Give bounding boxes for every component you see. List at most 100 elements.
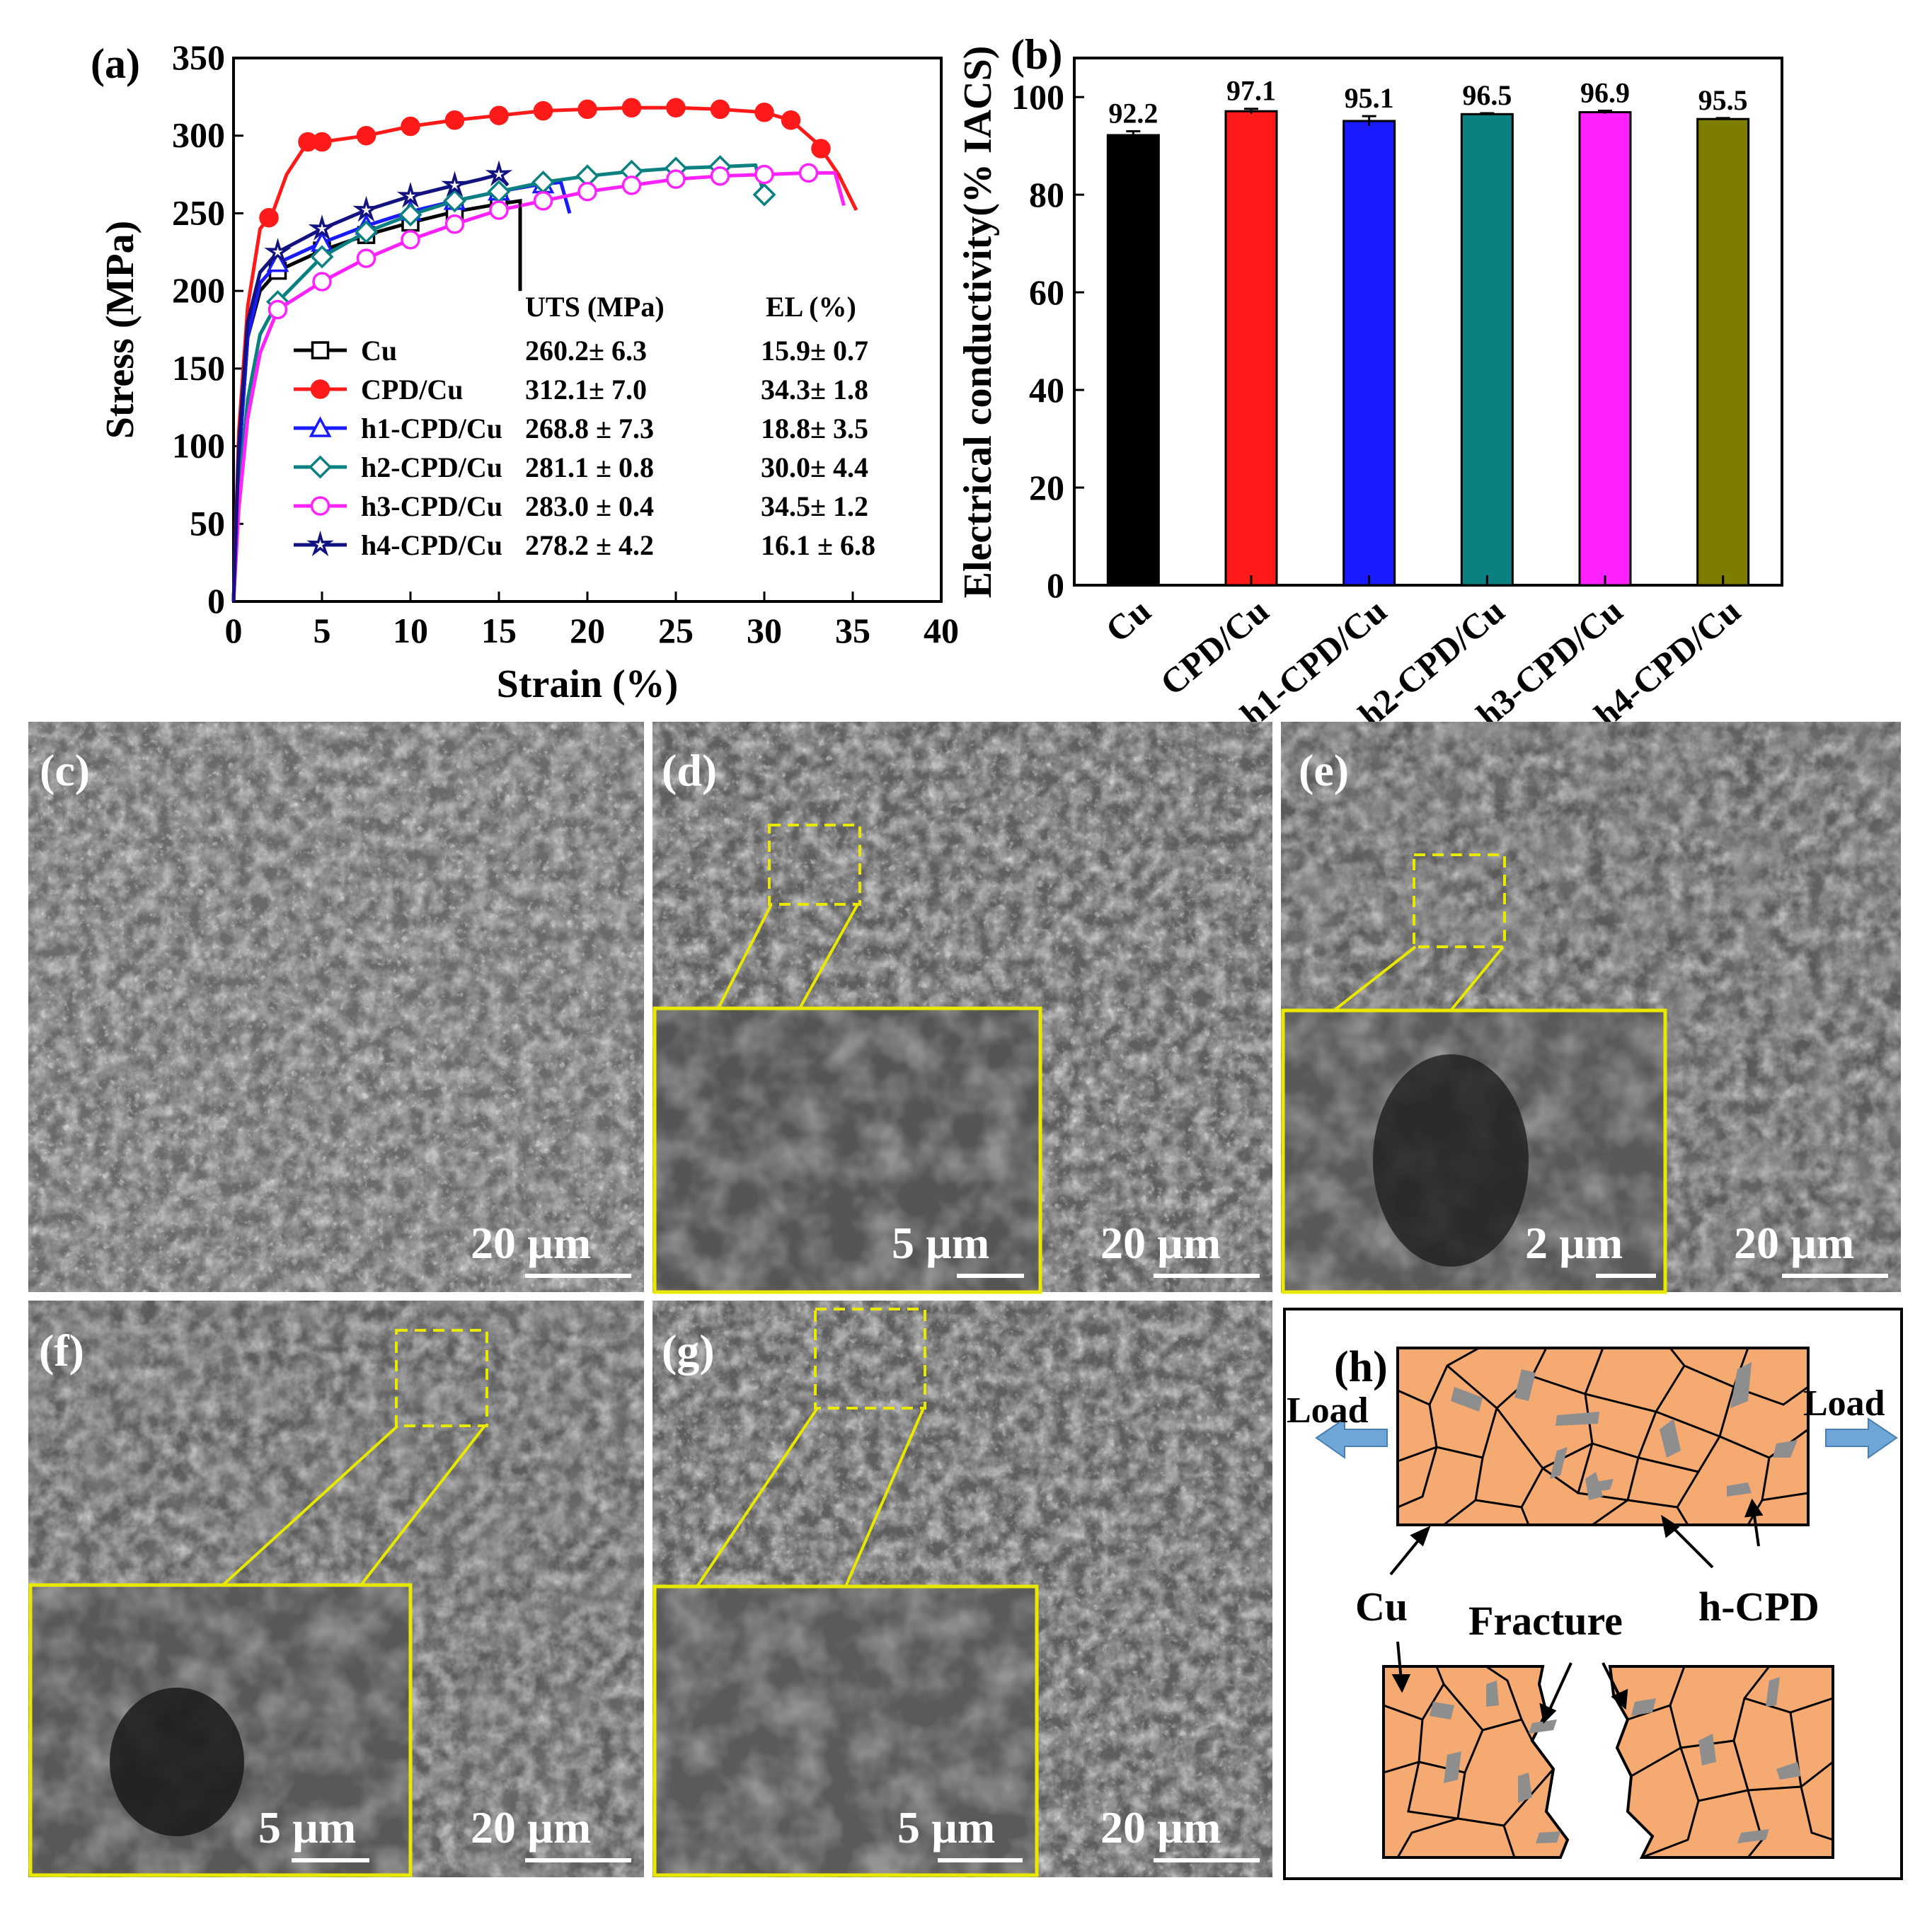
legend-header-uts: UTS (MPa) [525,291,665,323]
bar-group: 96.9 [1578,77,1632,587]
legend-el: 18.8± 3.5 [761,413,868,444]
data-point [396,182,425,208]
data-point [577,181,597,202]
data-point [710,99,730,120]
data-point [356,248,376,268]
sem-c-scale-text: 20 µm [471,1218,591,1268]
legend-uts: 278.2 ± 4.2 [525,529,654,561]
bar-group: 97.1 [1224,75,1278,587]
y-tick-label: 200 [172,270,225,310]
data-point [710,166,730,186]
sem-f-inset-scale-bar [292,1858,369,1862]
panel-h-schematic: (h) [1283,1308,1903,1880]
y-tick-label: 100 [172,426,225,466]
legend-name: Cu [361,335,397,367]
panel-b-x-labels: CuCPD/Cuh1-CPD/Cuh2-CPD/Cuh3-CPD/Cuh4-CP… [1098,591,1747,735]
data-point [312,272,332,292]
load-arrow-left [1315,1417,1388,1459]
bar-value-label: 95.1 [1345,82,1394,114]
series-line [231,172,510,602]
panel-b-ylabel: Electrical conductivity(% IACS) [956,46,1000,599]
y-tick-label: 150 [172,348,225,388]
panel-a-label: (a) [91,40,140,87]
data-point [444,110,465,130]
series-h2-cpd-cu [231,155,776,602]
y-tick-label: 0 [207,581,225,621]
panel-b-bars: 92.2 97.1 95.1 96.5 96.9 95.5 [1106,75,1750,587]
legend-marker [309,455,332,479]
legend-el: 30.0± 4.4 [761,451,868,483]
panel-a-legend: Cu 260.2± 6.3 15.9± 0.7 CPD/Cu 312.1± 7.0 34.… [294,335,875,561]
data-point [781,110,801,130]
sem-e-inset-scale-text: 2 µm [1525,1218,1623,1268]
legend-uts: 268.8 ± 7.3 [525,413,654,444]
legend-uts: 312.1± 7.0 [525,374,647,405]
sem-c-label: (c) [40,745,90,795]
data-point [752,183,776,207]
data-point [268,299,288,320]
sem-e-scale-text: 20 µm [1734,1218,1854,1268]
data-point [798,163,819,183]
data-point [666,169,686,189]
sem-g-inset-scale-bar [938,1858,1023,1862]
data-point [308,214,336,241]
data-point [356,125,376,146]
panel-a-ylabel: Stress (MPa) [98,221,142,439]
legend-entry: h2-CPD/Cu 281.1 ± 0.8 30.0± 4.4 [294,451,868,483]
legend-marker [310,496,330,516]
data-point [489,105,509,125]
fracture-label: Fracture [1468,1598,1623,1644]
panel-a-stress-strain-chart: (a) 0 5 10 15 20 25 30 35 40 0 50 100 150 200 250 300 3… [91,38,959,706]
h-cpd-label: h-CPD [1698,1584,1819,1630]
data-point [621,98,642,117]
intact-sample-block [1396,1347,1810,1526]
legend-name: h4-CPD/Cu [361,529,502,561]
x-tick-label: 30 [747,611,782,650]
sem-f-scale-bar [525,1858,631,1862]
series-h3-cpd-cu [231,163,846,602]
x-tick-label: 35 [835,611,870,650]
sem-panel-c: (c) 20 µm [28,722,644,1292]
data-point [401,229,420,250]
panel-a-y-ticks: 0 50 100 150 200 250 300 350 [172,38,243,621]
panel-a-x-ticks: 0 5 10 15 20 25 30 35 40 [225,592,959,650]
legend-uts: 260.2± 6.3 [525,335,647,367]
data-point [352,195,380,222]
panel-b-label: (b) [1011,31,1062,78]
data-point [266,250,289,272]
legend-uts: 283.0 ± 0.4 [525,490,654,522]
sem-g-scale-bar [1154,1858,1260,1862]
series-h4-cpd-cu [231,160,513,602]
legend-marker [311,341,330,359]
y-tick-label: 350 [172,38,225,77]
legend-el: 16.1 ± 6.8 [761,529,875,561]
bar-group: 92.2 [1106,97,1160,587]
bar-value-label: 92.2 [1108,97,1158,129]
data-point [489,200,509,220]
bar [1106,134,1160,587]
y-tick-label: 0 [1047,565,1064,605]
series-cpd-cu [231,98,858,602]
y-tick-label: 250 [172,192,225,232]
sem-f-inset-scale-text: 5 µm [258,1802,356,1853]
bar-value-label: 95.5 [1698,84,1748,116]
sem-g-inset-scale-text: 5 µm [897,1802,995,1853]
x-category-label: Cu [1098,591,1158,650]
load-arrow-right [1825,1417,1898,1459]
legend-name: CPD/Cu [361,374,463,405]
sem-f-roi-box [395,1329,488,1427]
sem-g-label: (g) [662,1325,715,1376]
legend-header-el: EL (%) [766,291,856,323]
sem-panel-d: (d) 5 µm 20 µm [652,722,1272,1294]
x-tick-label: 15 [481,611,517,650]
bar-group: 95.5 [1696,84,1750,587]
sem-d-roi-box [768,824,861,906]
data-point [398,203,422,227]
legend-entry: h1-CPD/Cu 268.8 ± 7.3 18.8± 3.5 [294,413,868,444]
data-point [355,220,378,244]
sem-e-label: (e) [1299,745,1349,795]
data-point [754,164,774,185]
legend-entry: h3-CPD/Cu 283.0 ± 0.4 34.5± 1.2 [294,490,868,522]
legend-marker [306,530,334,557]
legend-el: 34.3± 1.8 [761,374,868,405]
